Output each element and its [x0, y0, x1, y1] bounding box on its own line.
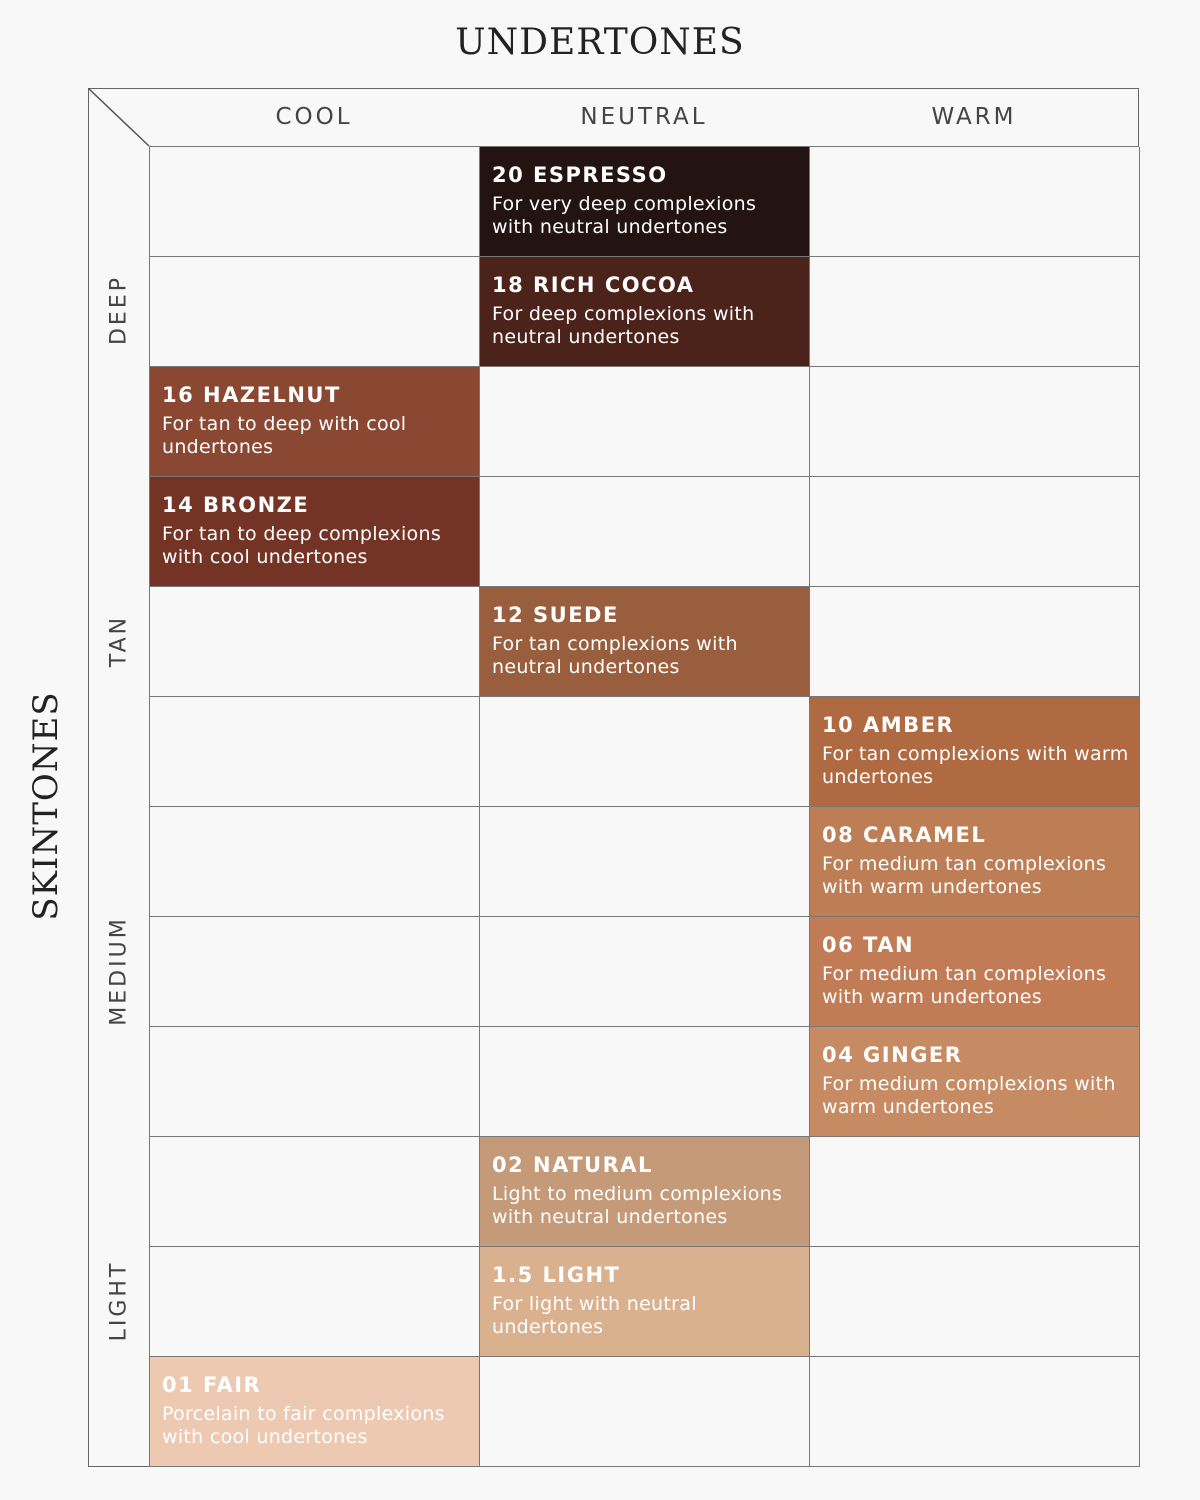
row-group-medium: MEDIUM [106, 916, 132, 1026]
row-group-light: LIGHT [106, 1260, 132, 1342]
empty-cell [150, 807, 480, 917]
chart-title: UNDERTONES [455, 22, 745, 63]
shade-cell: 02 NATURAL Light to medium complexions wi… [480, 1137, 810, 1247]
empty-cell [810, 1357, 1140, 1467]
empty-cell [480, 807, 810, 917]
empty-cell [480, 1357, 810, 1467]
shade-description: For very deep complexions with neutral u… [492, 193, 757, 238]
empty-cell [480, 477, 810, 587]
column-header-warm: WARM [931, 104, 1017, 130]
empty-cell [810, 367, 1140, 477]
shade-description: For deep complexions with neutral undert… [492, 303, 755, 348]
shade-name: 10 AMBER [822, 713, 955, 737]
shade-description: Light to medium complexions with neutral… [492, 1183, 783, 1228]
empty-cell [810, 257, 1140, 367]
shade-grid: 20 ESPRESSO For very deep complexions wit… [149, 146, 1140, 1467]
shade-name: 20 ESPRESSO [492, 163, 668, 187]
shade-description: For medium tan complexions with warm und… [822, 963, 1107, 1008]
row-group-tan: TAN [106, 614, 132, 668]
empty-cell [150, 257, 480, 367]
shade-cell: 08 CARAMEL For medium tan complexions wit… [810, 807, 1140, 917]
shade-cell: 01 FAIR Porcelain to fair complexions wit… [150, 1357, 480, 1467]
side-title: SKINTONES [26, 691, 66, 921]
shade-name: 02 NATURAL [492, 1153, 653, 1177]
shade-description: For tan complexions with warm undertones [822, 743, 1129, 788]
empty-cell [150, 587, 480, 697]
shade-cell: 10 AMBER For tan complexions with warm un… [810, 697, 1140, 807]
empty-cell [150, 1027, 480, 1137]
empty-cell [810, 147, 1140, 257]
shade-cell: 1.5 LIGHT For light with neutral underton… [480, 1247, 810, 1357]
empty-cell [480, 1027, 810, 1137]
row-group-deep: DEEP [106, 274, 132, 346]
shade-description: For tan to deep complexions with cool un… [162, 523, 442, 568]
shade-description: For medium tan complexions with warm und… [822, 853, 1107, 898]
empty-cell [150, 1137, 480, 1247]
shade-name: 1.5 LIGHT [492, 1263, 621, 1287]
corner-diagonal [88, 88, 150, 147]
empty-cell [810, 1247, 1140, 1357]
empty-cell [150, 917, 480, 1027]
shade-cell: 16 HAZELNUT For tan to deep with cool und… [150, 367, 480, 477]
empty-cell [150, 1247, 480, 1357]
shade-cell: 06 TAN For medium tan complexions with wa… [810, 917, 1140, 1027]
shade-name: 06 TAN [822, 933, 915, 957]
shade-name: 16 HAZELNUT [162, 383, 341, 407]
shade-cell: 14 BRONZE For tan to deep complexions wit… [150, 477, 480, 587]
empty-cell [480, 367, 810, 477]
empty-cell [810, 477, 1140, 587]
empty-cell [480, 917, 810, 1027]
shade-description: For light with neutral undertones [492, 1293, 697, 1338]
empty-cell [810, 1137, 1140, 1247]
shade-description: Porcelain to fair complexions with cool … [162, 1403, 445, 1448]
shade-name: 04 GINGER [822, 1043, 963, 1067]
shade-cell: 18 RICH COCOA For deep complexions with n… [480, 257, 810, 367]
shade-name: 14 BRONZE [162, 493, 310, 517]
column-header-neutral: NEUTRAL [580, 104, 708, 130]
shade-name: 08 CARAMEL [822, 823, 987, 847]
shade-cell: 20 ESPRESSO For very deep complexions wit… [480, 147, 810, 257]
shade-description: For tan to deep with cool undertones [162, 413, 407, 458]
shade-name: 18 RICH COCOA [492, 273, 695, 297]
shade-description: For medium complexions with warm underto… [822, 1073, 1116, 1118]
shade-name: 12 SUEDE [492, 603, 619, 627]
shade-cell: 04 GINGER For medium complexions with war… [810, 1027, 1140, 1137]
shade-description: For tan complexions with neutral underto… [492, 633, 738, 678]
shade-name: 01 FAIR [162, 1373, 262, 1397]
empty-cell [150, 697, 480, 807]
empty-cell [480, 697, 810, 807]
shade-cell: 12 SUEDE For tan complexions with neutral… [480, 587, 810, 697]
empty-cell [810, 587, 1140, 697]
column-header-cool: COOL [275, 104, 353, 130]
empty-cell [150, 147, 480, 257]
